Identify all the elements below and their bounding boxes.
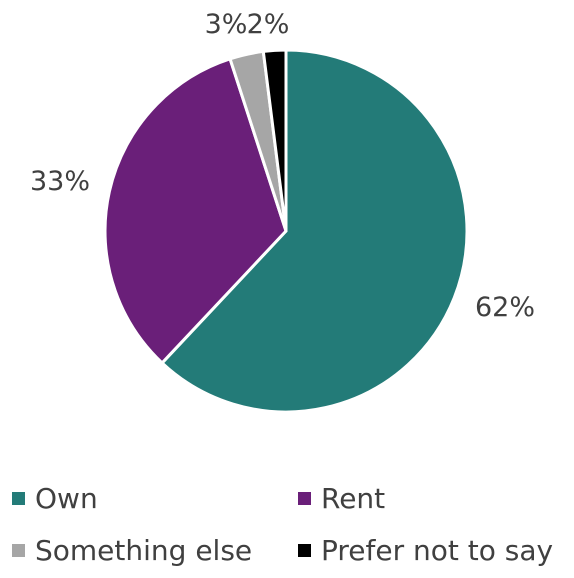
pie-slice-own	[160, 48, 469, 414]
legend-label-own: Own	[35, 482, 98, 515]
legend-swatch-rent	[298, 492, 311, 505]
data-label-prefer-not-to-say: 2%	[247, 9, 290, 40]
legend-label-something-else: Something else	[35, 534, 253, 567]
legend-item-prefer-not-to-say: Prefer not to say	[298, 534, 553, 567]
legend-item-own: Own	[12, 482, 98, 515]
legend-swatch-own	[12, 492, 25, 505]
chart-legend: Own Rent Something else Prefer not to sa…	[0, 478, 574, 574]
pie-slice-prefer-not-to-say	[261, 48, 288, 233]
legend-item-rent: Rent	[298, 482, 385, 515]
legend-label-prefer-not-to-say: Prefer not to say	[321, 534, 554, 567]
pie-slice-rent	[103, 57, 288, 365]
pie-slices	[103, 48, 469, 414]
legend-swatch-prefer-not-to-say	[298, 544, 311, 557]
pie-data-labels: 62% 33% 3% 2%	[30, 9, 535, 323]
legend-label-rent: Rent	[321, 482, 386, 515]
data-label-something-else: 3%	[205, 9, 248, 40]
legend-swatch-something-else	[12, 544, 25, 557]
data-label-rent: 33%	[30, 166, 90, 197]
legend-item-something-else: Something else	[12, 534, 252, 567]
data-label-own: 62%	[475, 292, 535, 323]
